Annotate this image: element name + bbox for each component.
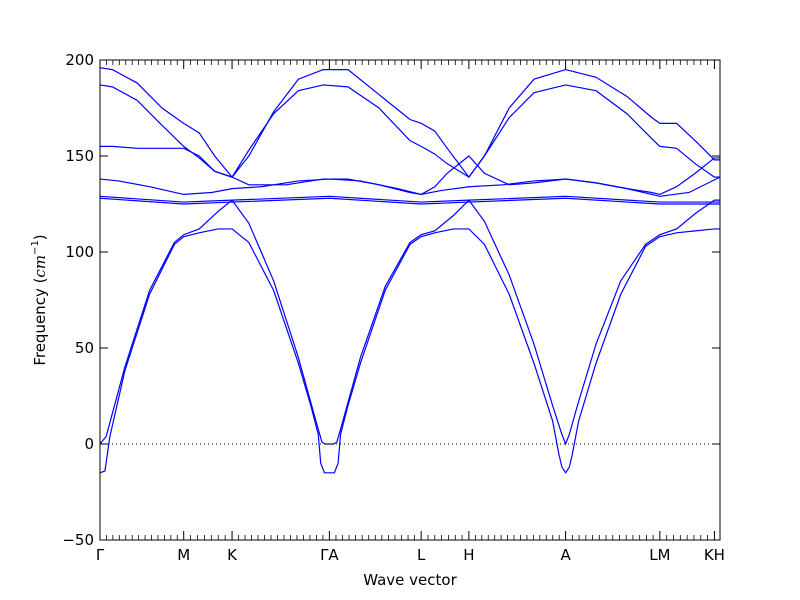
x-tick-label: KH xyxy=(704,546,725,564)
x-ticks: Γ M K ΓA L H A LM KH xyxy=(96,60,725,564)
y-tick-label: 200 xyxy=(65,51,94,69)
x-tick-label: Γ xyxy=(96,546,105,564)
phonon-band-7 xyxy=(99,199,720,446)
x-tick-label: L xyxy=(417,546,426,564)
phonon-band-2 xyxy=(99,84,720,178)
x-tick-label: ΓA xyxy=(320,546,339,564)
y-axis-label: Frequency (cm−1) xyxy=(30,234,49,365)
x-axis-label: Wave vector xyxy=(363,571,457,589)
x-tick-label: A xyxy=(560,546,571,564)
x-tick-label: M xyxy=(177,546,190,564)
y-ticks: −50 0 50 100 150 200 xyxy=(62,51,720,549)
phonon-band-3 xyxy=(100,145,720,196)
phonon-band-1 xyxy=(99,67,720,179)
phonon-band-8 xyxy=(99,228,720,474)
y-axis-label-close: ) xyxy=(31,234,49,240)
plot-frame xyxy=(99,59,721,541)
y-tick-label: 0 xyxy=(84,435,94,453)
y-tick-label: 50 xyxy=(75,339,94,357)
x-tick-label: LM xyxy=(649,546,670,564)
phonon-band-5 xyxy=(99,195,720,203)
y-tick-label: 100 xyxy=(65,243,94,261)
phonon-band-4 xyxy=(99,176,721,197)
y-tick-label: 150 xyxy=(65,147,94,165)
y-axis-label-unit: cm xyxy=(31,255,49,278)
y-tick-label: −50 xyxy=(62,531,94,549)
y-axis-label-exp: −1 xyxy=(30,240,41,255)
phonon-band-6 xyxy=(99,197,720,205)
x-tick-label: H xyxy=(463,546,474,564)
series-layer xyxy=(99,67,721,474)
y-axis-label-text: Frequency ( xyxy=(31,278,49,366)
x-tick-label: K xyxy=(227,546,238,564)
